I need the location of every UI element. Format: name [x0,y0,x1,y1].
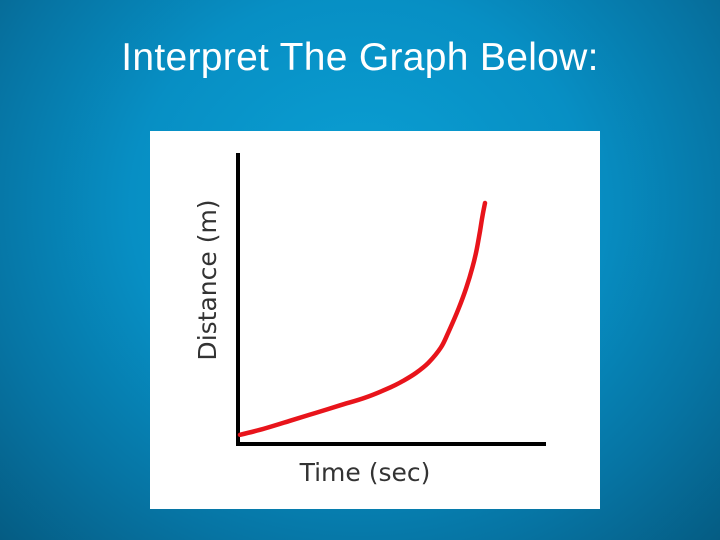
slide-title: Interpret The Graph Below: [121,36,599,79]
distance-curve [237,200,488,438]
x-axis-label: Time (sec) [299,458,431,487]
chart-panel: Distance (m) Time (sec) [150,131,600,509]
y-axis-label: Distance (m) [193,199,222,360]
distance-time-chart: Distance (m) Time (sec) [193,153,546,487]
